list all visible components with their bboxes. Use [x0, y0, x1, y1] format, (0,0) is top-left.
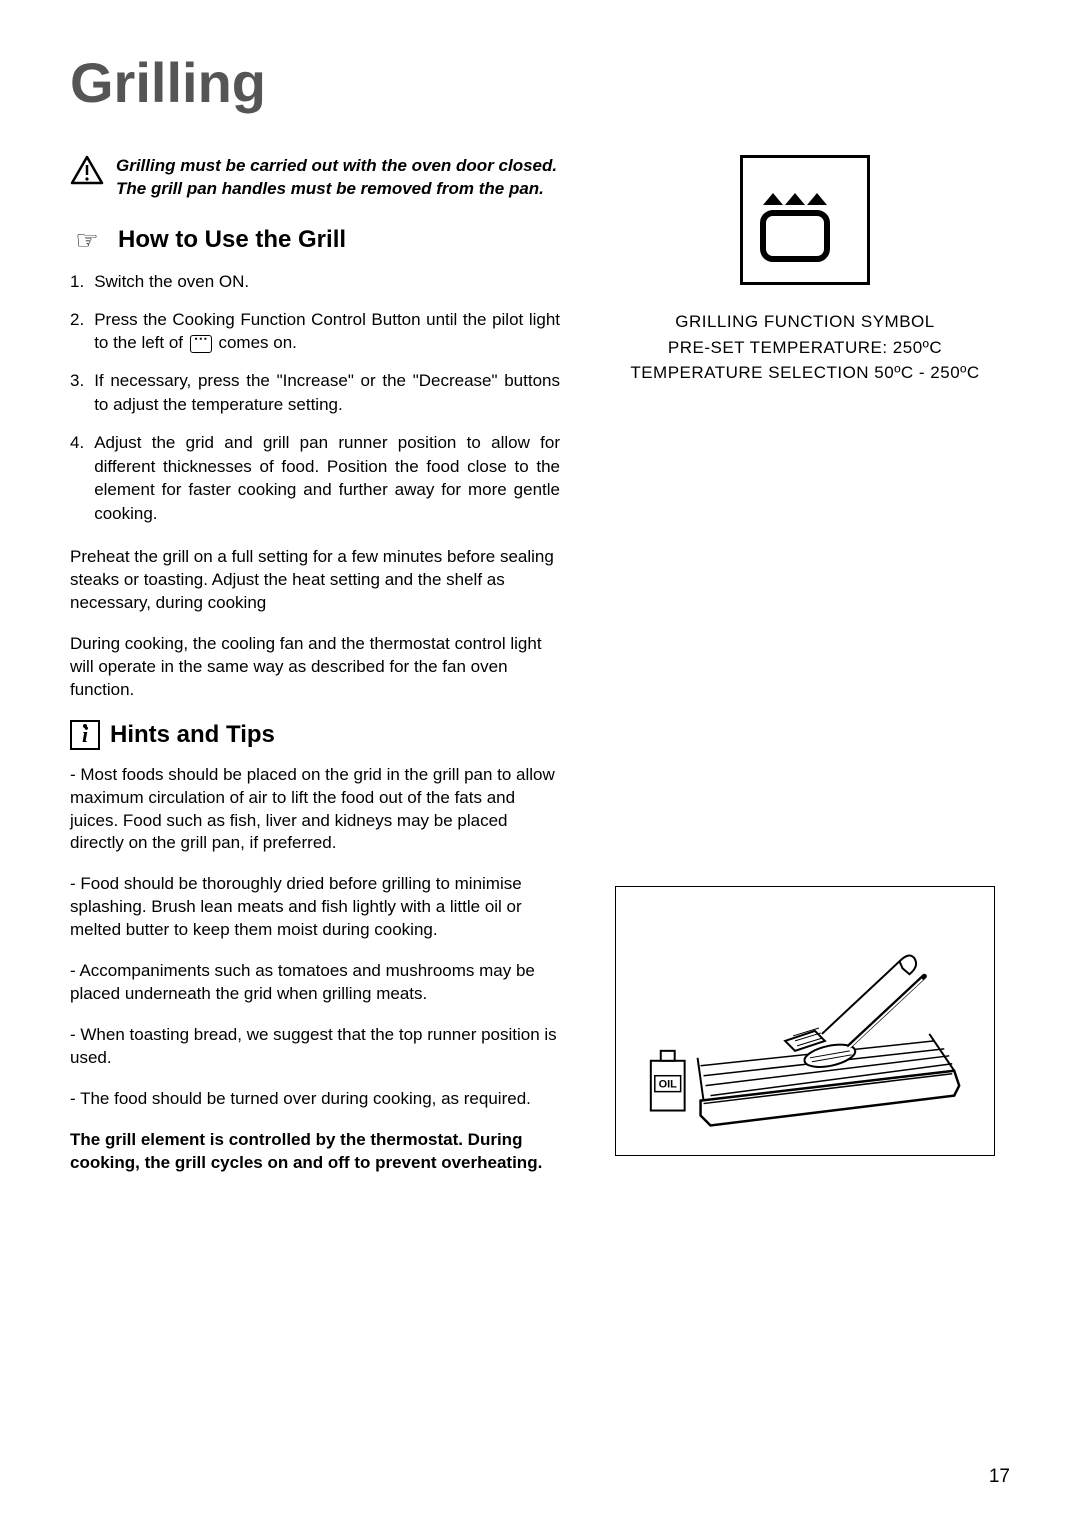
grill-symbol-box	[740, 155, 870, 285]
hints-tips-header: i Hints and Tips	[70, 720, 560, 750]
page-title: Grilling	[70, 50, 1010, 115]
caption-line1: GRILLING FUNCTION SYMBOL	[600, 309, 1010, 335]
hints-tips-title: Hints and Tips	[110, 721, 275, 749]
step-text: Switch the oven ON.	[94, 270, 249, 294]
step-number: 2.	[70, 308, 84, 356]
svg-text:OIL: OIL	[659, 1078, 678, 1090]
how-to-use-title: How to Use the Grill	[118, 226, 346, 254]
step-number: 1.	[70, 270, 84, 294]
step-text: If necessary, press the "Increase" or th…	[94, 369, 560, 417]
info-icon: i	[70, 720, 100, 750]
grill-symbol-icon	[760, 175, 850, 265]
tip-para: - Most foods should be placed on the gri…	[70, 764, 560, 856]
caption-line2: PRE-SET TEMPERATURE: 250ºC	[600, 335, 1010, 361]
step-item: 3.If necessary, press the "Increase" or …	[70, 369, 560, 417]
step-item: 4.Adjust the grid and grill pan runner p…	[70, 431, 560, 526]
right-column: GRILLING FUNCTION SYMBOL PRE-SET TEMPERA…	[600, 155, 1010, 1175]
step-number: 3.	[70, 369, 84, 417]
tip-para: - Accompaniments such as tomatoes and mu…	[70, 960, 560, 1006]
left-column: Grilling must be carried out with the ov…	[70, 155, 560, 1175]
warning-icon	[70, 155, 104, 185]
caption-line3: TEMPERATURE SELECTION 50ºC - 250ºC	[600, 360, 1010, 386]
pointing-hand-icon: ☞	[70, 225, 104, 256]
tip-para: - Food should be thoroughly dried before…	[70, 873, 560, 942]
content-columns: Grilling must be carried out with the ov…	[70, 155, 1010, 1175]
warning-block: Grilling must be carried out with the ov…	[70, 155, 560, 201]
step-item: 1. Switch the oven ON.	[70, 270, 560, 294]
steps-list: 1. Switch the oven ON. 2.Press the Cooking…	[70, 270, 560, 526]
tip-para: - The food should be turned over during …	[70, 1088, 560, 1111]
tips-list: - Most foods should be placed on the gri…	[70, 764, 560, 1111]
how-to-use-header: ☞ How to Use the Grill	[70, 225, 560, 256]
thermostat-note: The grill element is controlled by the t…	[70, 1129, 560, 1175]
oven-symbol-icon	[190, 335, 212, 353]
step-text: Adjust the grid and grill pan runner pos…	[94, 431, 560, 526]
step-number: 4.	[70, 431, 84, 526]
tip-para: - When toasting bread, we suggest that t…	[70, 1024, 560, 1070]
page-number: 17	[989, 1466, 1010, 1488]
symbol-caption: GRILLING FUNCTION SYMBOL PRE-SET TEMPERA…	[600, 309, 1010, 386]
preheat-para: Preheat the grill on a full setting for …	[70, 546, 560, 615]
step-item: 2.Press the Cooking Function Control But…	[70, 308, 560, 356]
cooling-fan-para: During cooking, the cooling fan and the …	[70, 633, 560, 702]
grill-pan-svg: OIL	[616, 886, 994, 1156]
step-text: Press the Cooking Function Control Butto…	[94, 308, 560, 356]
grill-pan-illustration: OIL	[615, 886, 995, 1156]
warning-text: Grilling must be carried out with the ov…	[116, 155, 560, 201]
